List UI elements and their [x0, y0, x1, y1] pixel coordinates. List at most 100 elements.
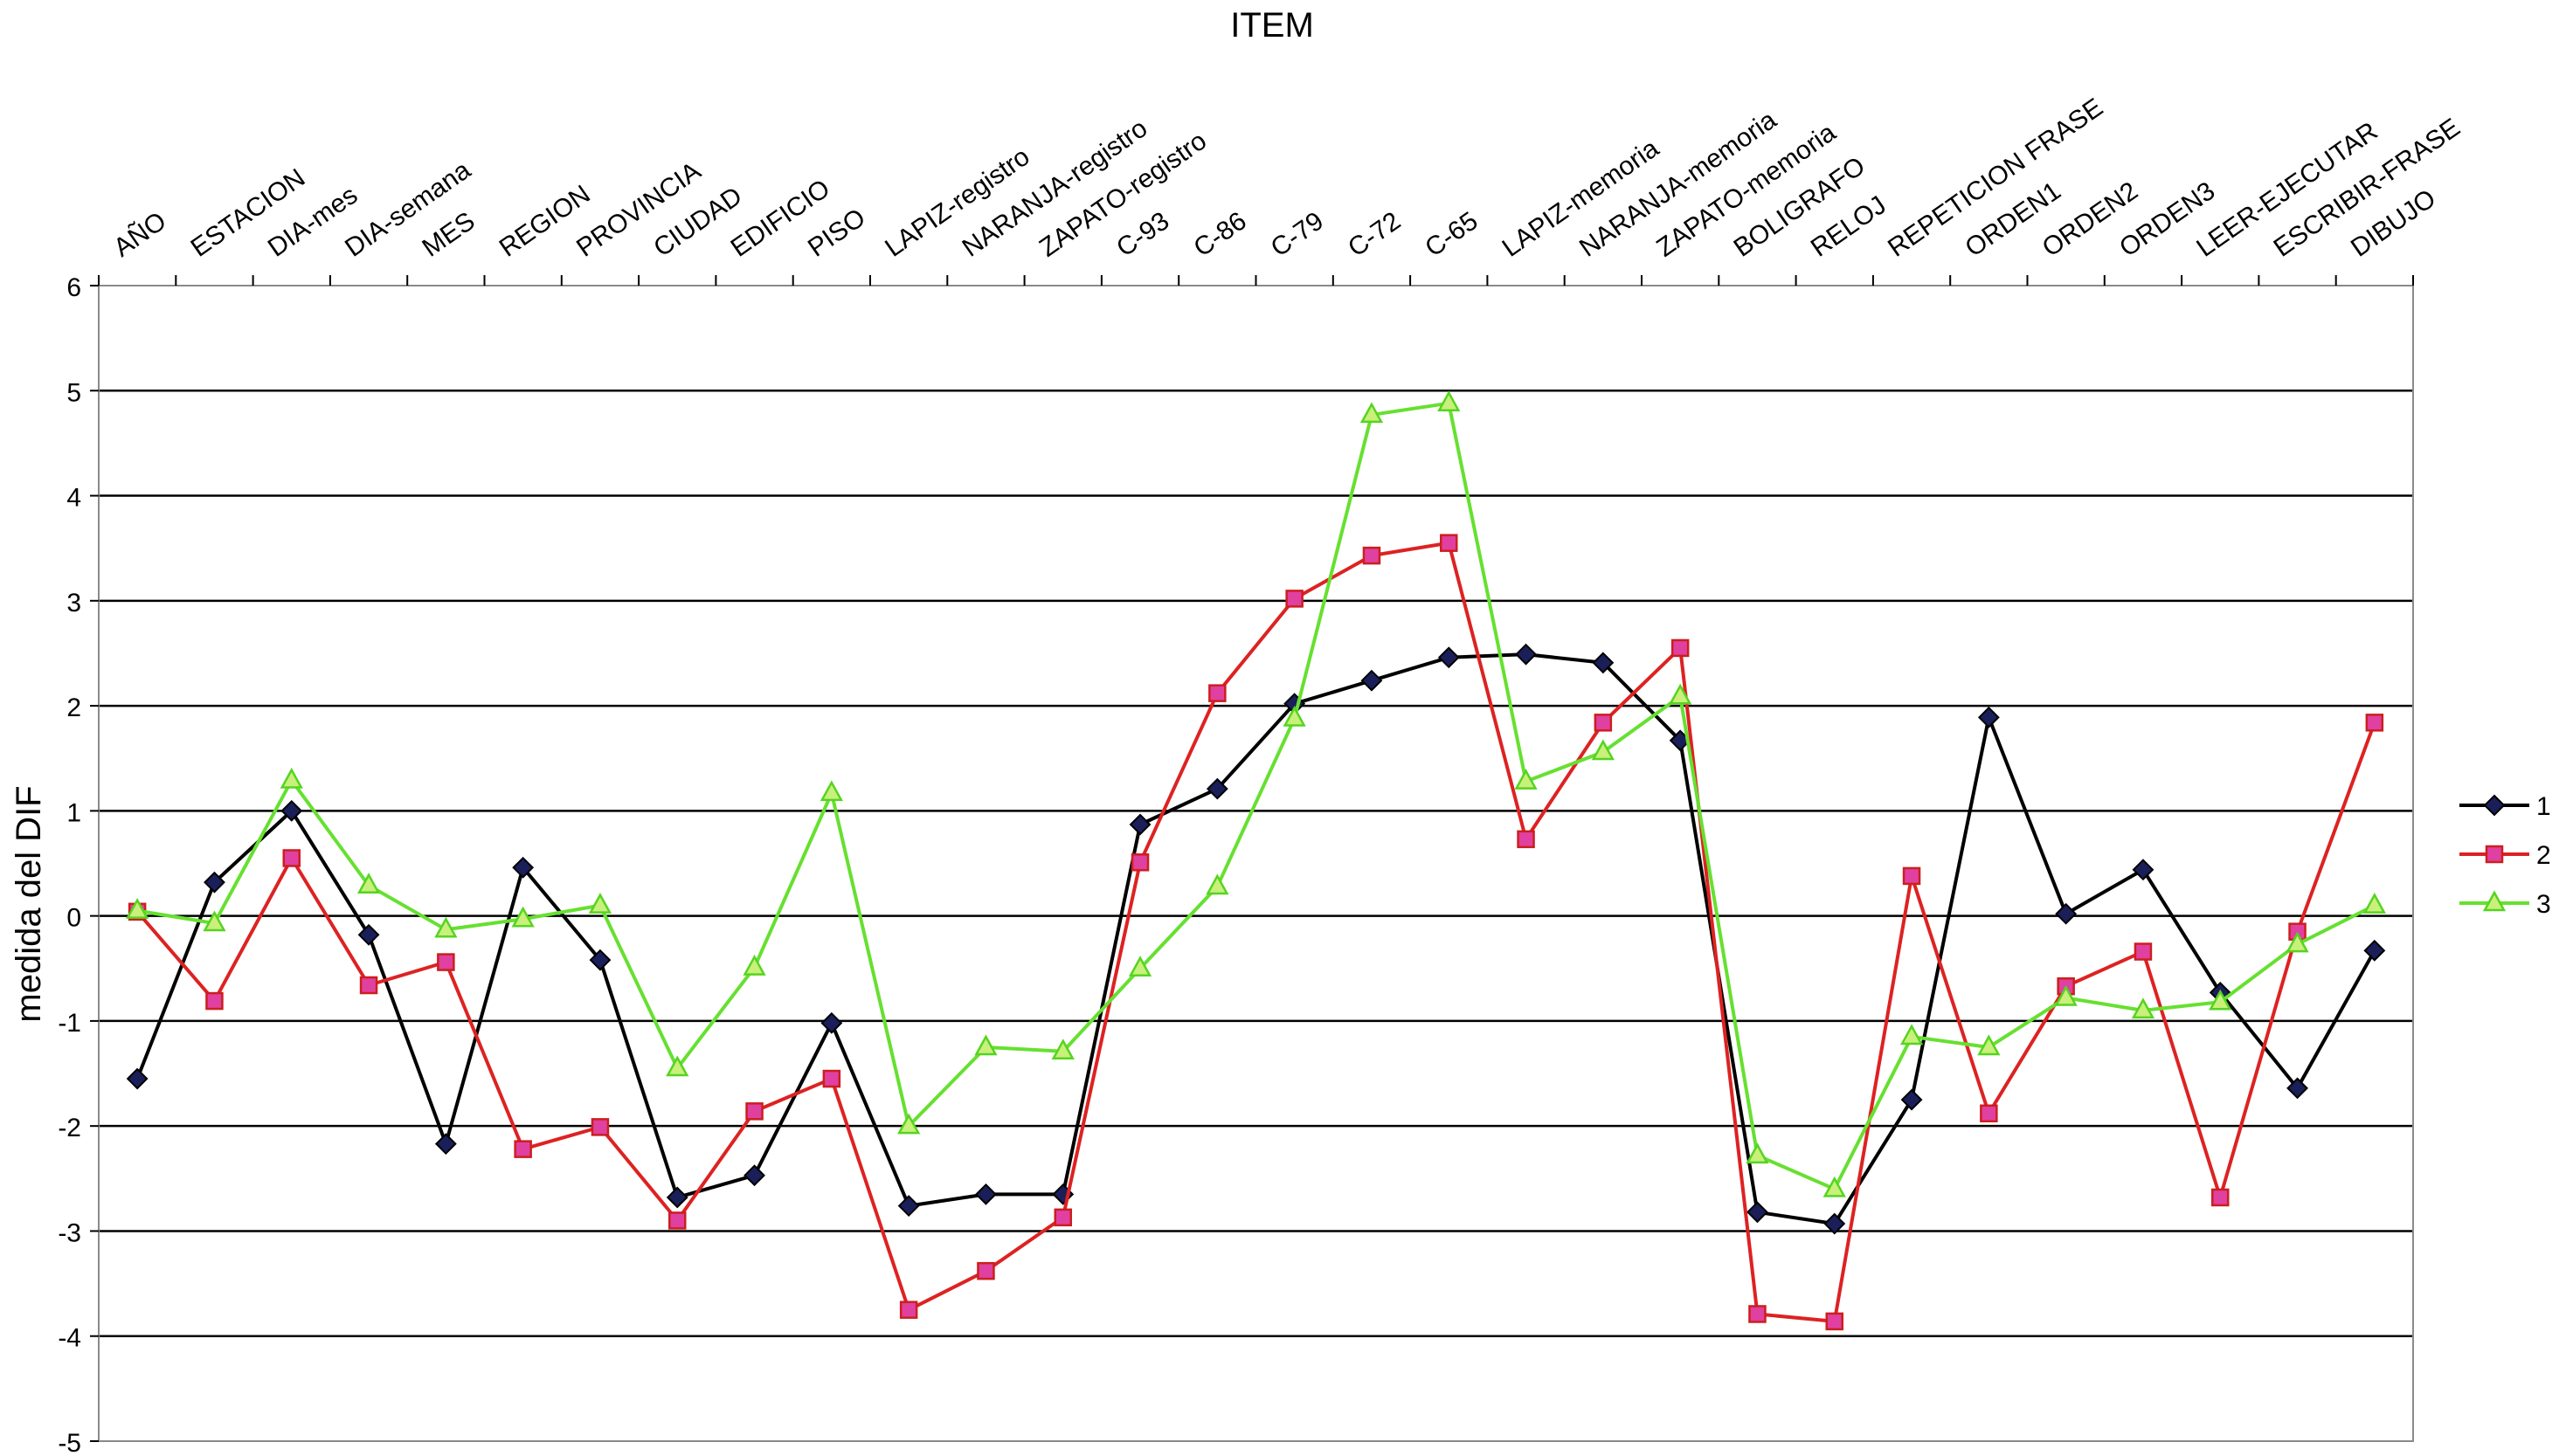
data-point-2 — [2211, 1188, 2230, 1207]
data-point-3 — [1591, 739, 1615, 761]
y-tick-label: -1 — [58, 1009, 81, 1038]
data-point-1 — [1515, 643, 1537, 666]
data-point-1 — [1129, 813, 1152, 836]
data-point-3 — [511, 906, 535, 928]
data-point-2 — [1748, 1305, 1767, 1323]
y-tick-label: -2 — [58, 1114, 81, 1142]
data-point-2 — [359, 976, 378, 995]
data-point-3 — [2131, 997, 2155, 1019]
y-tick-label: 1 — [66, 798, 81, 827]
data-point-3 — [897, 1113, 921, 1135]
data-point-1 — [126, 1067, 149, 1090]
data-point-2 — [1517, 830, 1535, 849]
data-point-3 — [356, 873, 381, 894]
data-point-1 — [2055, 902, 2078, 925]
y-tick-label: -5 — [58, 1429, 81, 1456]
y-axis-label: medida del DIF — [10, 785, 48, 1022]
data-point-2 — [745, 1102, 764, 1121]
legend-entry-1: 1 — [2459, 792, 2551, 821]
data-point-2 — [1594, 714, 1613, 732]
data-point-3 — [1899, 1024, 1924, 1045]
y-tick-label: 5 — [66, 378, 81, 407]
data-point-3 — [203, 910, 226, 932]
data-point-1 — [820, 1011, 843, 1034]
data-point-1 — [1900, 1088, 1923, 1111]
data-point-3 — [1514, 769, 1538, 790]
legend-swatch-marker — [2485, 845, 2504, 864]
data-point-3 — [588, 893, 612, 914]
data-point-1 — [2286, 1077, 2308, 1100]
series-line-2 — [135, 541, 2376, 1323]
data-point-1 — [2132, 859, 2154, 881]
legend-label: 1 — [2536, 792, 2551, 821]
data-point-3 — [2286, 931, 2309, 953]
x-tick-label: C-79 — [1266, 206, 1329, 262]
data-point-3 — [1746, 1142, 1769, 1164]
legend-swatch-marker — [2483, 794, 2506, 817]
data-point-3 — [280, 767, 303, 789]
data-point-2 — [205, 991, 224, 1011]
x-tick-label: MES — [417, 206, 480, 262]
data-point-3 — [1283, 705, 1306, 727]
data-point-3 — [743, 954, 766, 976]
y-tick-label: 4 — [66, 484, 81, 513]
y-tick-label: 6 — [66, 273, 81, 302]
legend-label: 3 — [2536, 890, 2551, 919]
data-point-2 — [1825, 1312, 1843, 1331]
data-point-3 — [2362, 893, 2386, 914]
data-point-3 — [666, 1055, 689, 1077]
y-tick-label: 3 — [66, 589, 81, 618]
data-point-1 — [1360, 669, 1383, 692]
data-point-2 — [1208, 684, 1227, 702]
data-point-2 — [591, 1118, 610, 1136]
data-point-2 — [1980, 1104, 1998, 1122]
series-line-1 — [135, 652, 2376, 1226]
data-point-2 — [1902, 866, 1921, 886]
y-tick-label: -4 — [58, 1324, 81, 1353]
data-point-1 — [204, 871, 225, 894]
series-lines — [126, 390, 2386, 1331]
data-point-1 — [897, 1195, 920, 1218]
data-point-2 — [514, 1140, 532, 1158]
data-point-2 — [977, 1261, 995, 1280]
data-point-1 — [1592, 652, 1615, 674]
legend-entry-3: 3 — [2459, 890, 2551, 919]
data-point-3 — [820, 780, 843, 802]
data-point-1 — [2363, 939, 2386, 962]
data-point-2 — [822, 1069, 841, 1088]
data-point-3 — [1977, 1034, 2001, 1056]
data-point-2 — [1131, 853, 1150, 872]
legend: 1 2 3 — [2459, 792, 2551, 919]
data-point-3 — [126, 898, 149, 919]
x-tick-label: AÑO — [108, 206, 172, 263]
data-point-2 — [1362, 546, 1381, 565]
gridlines — [99, 390, 2413, 1337]
data-point-3 — [1437, 390, 1461, 411]
data-point-1 — [1746, 1201, 1768, 1224]
x-tick-label: C-72 — [1343, 206, 1406, 262]
x-tick-label: C-93 — [1111, 206, 1174, 262]
data-point-3 — [434, 916, 458, 938]
data-point-1 — [666, 1186, 688, 1209]
data-point-2 — [1670, 638, 1690, 658]
data-point-2 — [1285, 590, 1304, 608]
series-line-3 — [136, 401, 2376, 1191]
x-tick-label: C-86 — [1188, 206, 1251, 262]
data-point-1 — [1437, 646, 1460, 669]
series-1 — [126, 643, 2386, 1235]
data-point-2 — [1054, 1208, 1072, 1227]
data-point-3 — [1206, 873, 1229, 895]
data-point-1 — [357, 923, 380, 946]
y-tick-label: -3 — [58, 1218, 81, 1247]
data-point-1 — [280, 799, 303, 822]
data-point-1 — [975, 1183, 997, 1205]
data-point-2 — [437, 953, 455, 971]
plot-area — [98, 285, 2414, 1442]
data-point-1 — [744, 1164, 765, 1187]
legend-entry-2: 2 — [2459, 841, 2551, 870]
data-point-1 — [589, 949, 612, 971]
data-point-3 — [1822, 1176, 1846, 1197]
data-point-2 — [282, 849, 301, 867]
